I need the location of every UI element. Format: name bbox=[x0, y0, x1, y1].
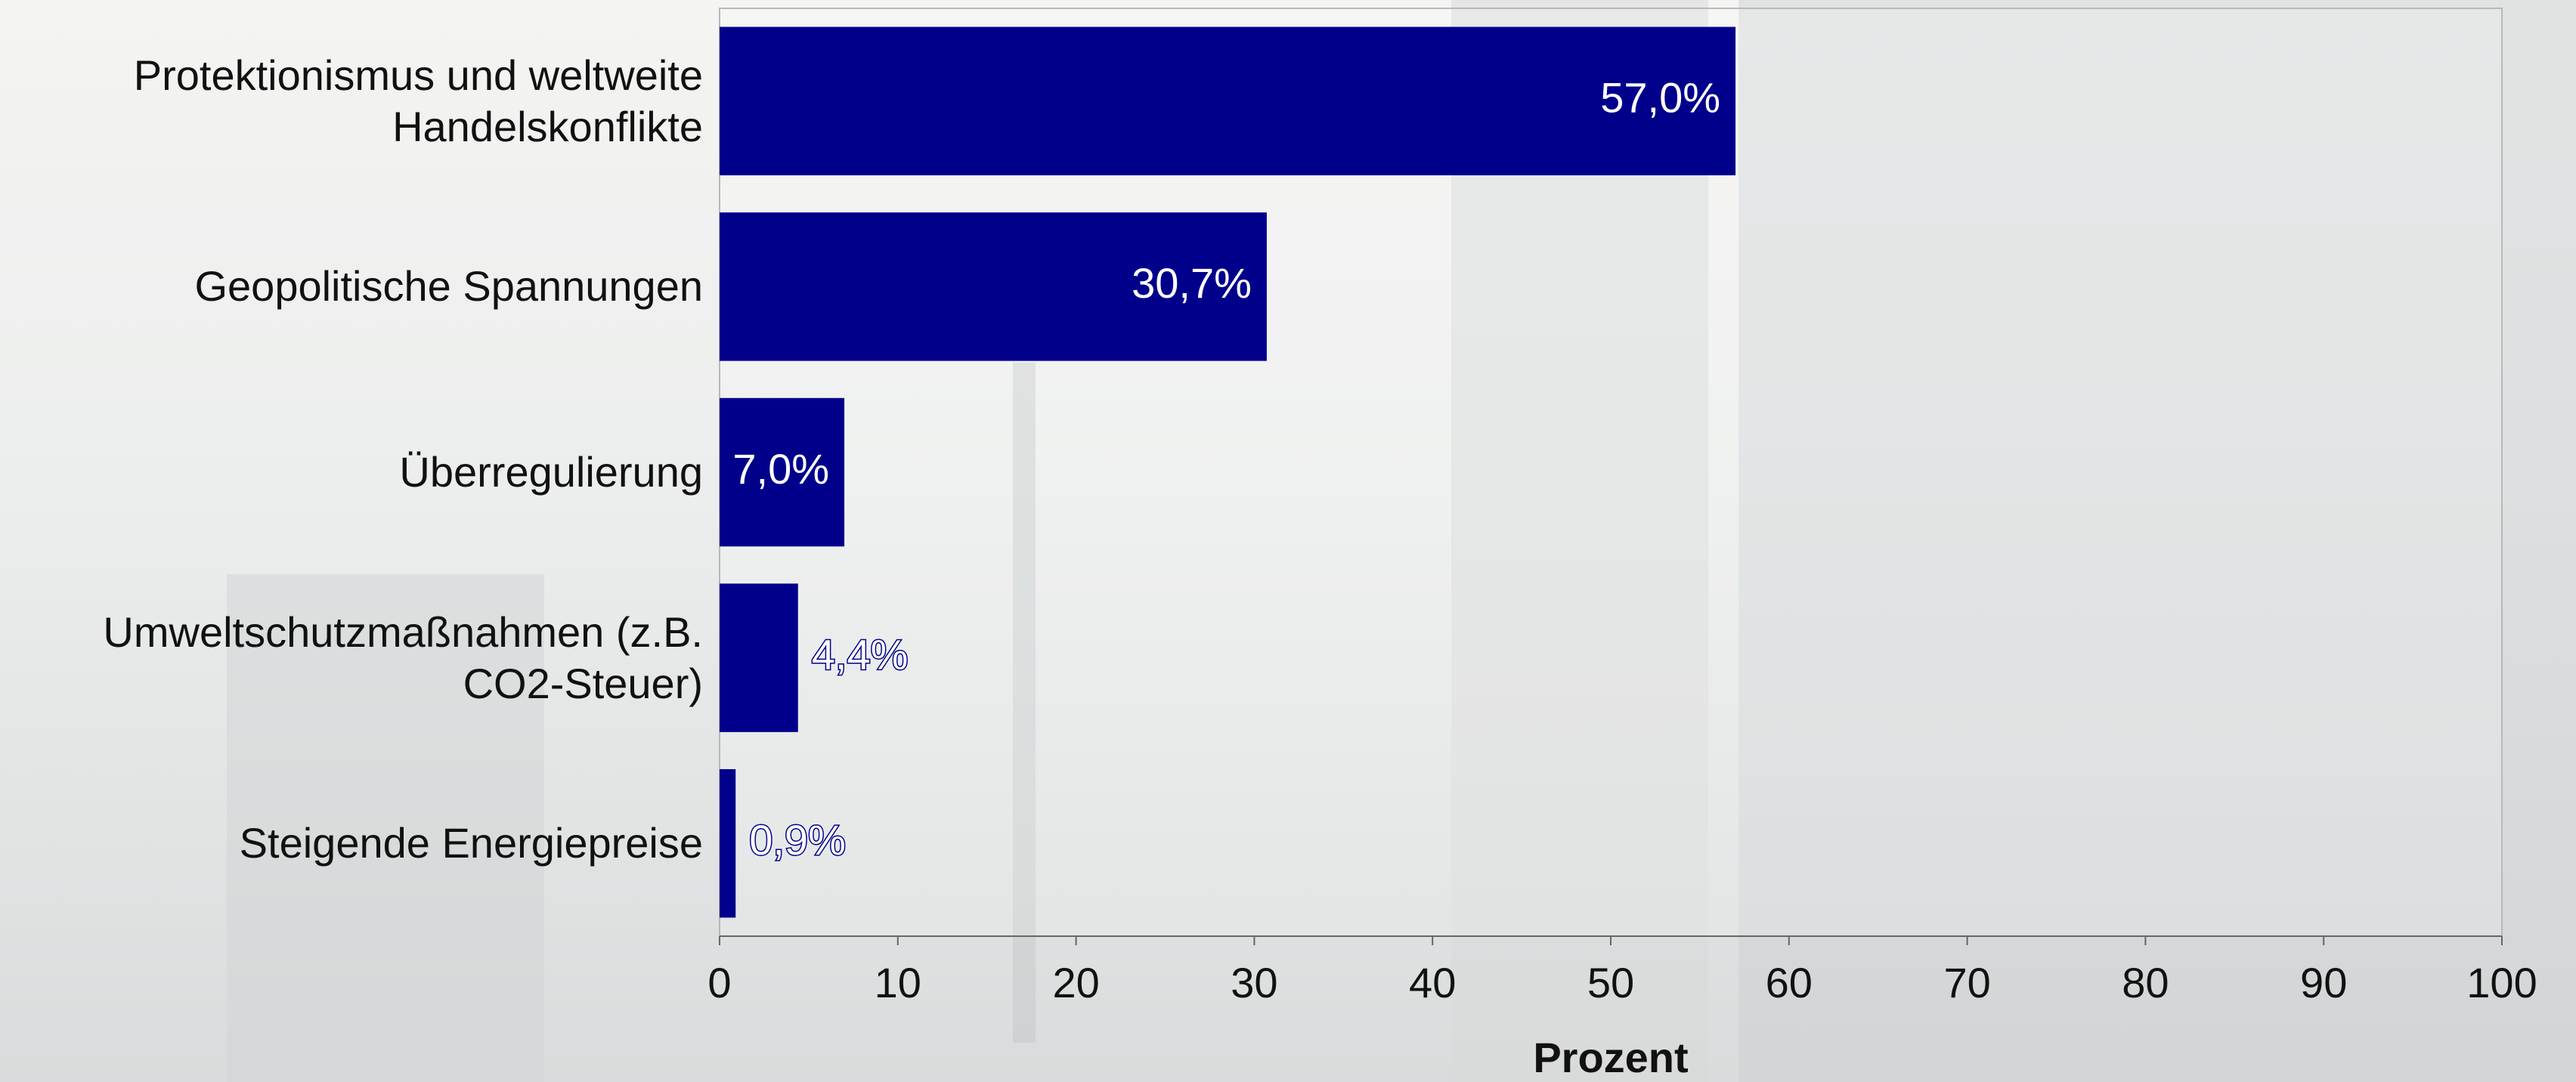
x-tick-label: 30 bbox=[1231, 959, 1277, 1006]
x-tick-label: 50 bbox=[1587, 959, 1634, 1006]
x-axis-title: Prozent bbox=[1533, 1034, 1688, 1081]
value-label: 4,4% bbox=[812, 630, 909, 678]
value-label: 30,7% bbox=[1132, 259, 1252, 307]
page: Prozent 0 10 20 30 40 50 60 70 80 90 100 57,0% 30,7%… bbox=[0, 0, 2576, 1082]
bar bbox=[720, 583, 798, 731]
category-label: Protektionismus und weltweite Handelskon… bbox=[4, 50, 703, 153]
x-tick-label: 0 bbox=[707, 959, 731, 1006]
bar bbox=[720, 27, 1735, 175]
value-label: 7,0% bbox=[732, 445, 829, 493]
x-tick-label: 20 bbox=[1052, 959, 1099, 1006]
value-label: 0,9% bbox=[749, 816, 846, 864]
category-label: Umweltschutzmaßnahmen (z.B. CO2-Steuer) bbox=[4, 607, 703, 709]
chart: Prozent 0 10 20 30 40 50 60 70 80 90 100 57,0% 30,7%… bbox=[0, 0, 2576, 1082]
category-label: Steigende Energiepreise bbox=[4, 818, 703, 869]
x-tick-label: 70 bbox=[1943, 959, 1990, 1006]
x-tick-label: 10 bbox=[875, 959, 921, 1006]
x-tick-label: 80 bbox=[2122, 959, 2169, 1006]
x-tick-label: 100 bbox=[2466, 959, 2537, 1006]
x-tick-label: 60 bbox=[1766, 959, 1813, 1006]
x-tick-label: 40 bbox=[1409, 959, 1456, 1006]
value-label: 57,0% bbox=[1600, 74, 1720, 122]
category-label: Überregulierung bbox=[4, 447, 703, 498]
category-label: Geopolitische Spannungen bbox=[4, 261, 703, 312]
x-tick-label: 90 bbox=[2300, 959, 2347, 1006]
bar bbox=[720, 769, 735, 917]
